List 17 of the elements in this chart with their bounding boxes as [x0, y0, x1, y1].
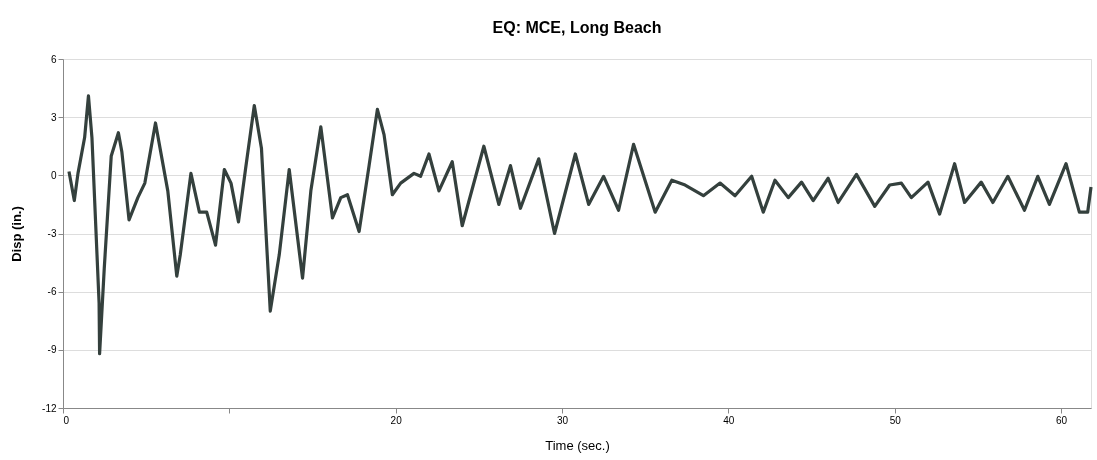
x-axis-title: Time (sec.) — [545, 437, 610, 453]
x-tick-label: 50 — [889, 414, 902, 426]
x-tick-label: 30 — [556, 414, 569, 426]
line-series — [67, 94, 1093, 356]
y-tick-label: -6 — [47, 286, 57, 298]
chart-title: EQ: MCE, Long Beach — [492, 19, 662, 36]
y-tick-label: 3 — [50, 111, 57, 123]
x-tick-label: 60 — [1056, 414, 1068, 426]
x-tick-label: 20 — [390, 414, 403, 426]
y-tick-label: -3 — [47, 228, 57, 239]
y-tick-label: 6 — [50, 53, 57, 65]
y-tick-label: 0 — [50, 169, 57, 181]
y-tick-label: -12 — [42, 402, 57, 414]
y-tick-label: -9 — [47, 344, 57, 356]
y-axis-title: Disp (in.) — [9, 206, 25, 262]
x-tick-label: 0 — [63, 414, 70, 426]
x-tick-label: 40 — [723, 414, 735, 426]
